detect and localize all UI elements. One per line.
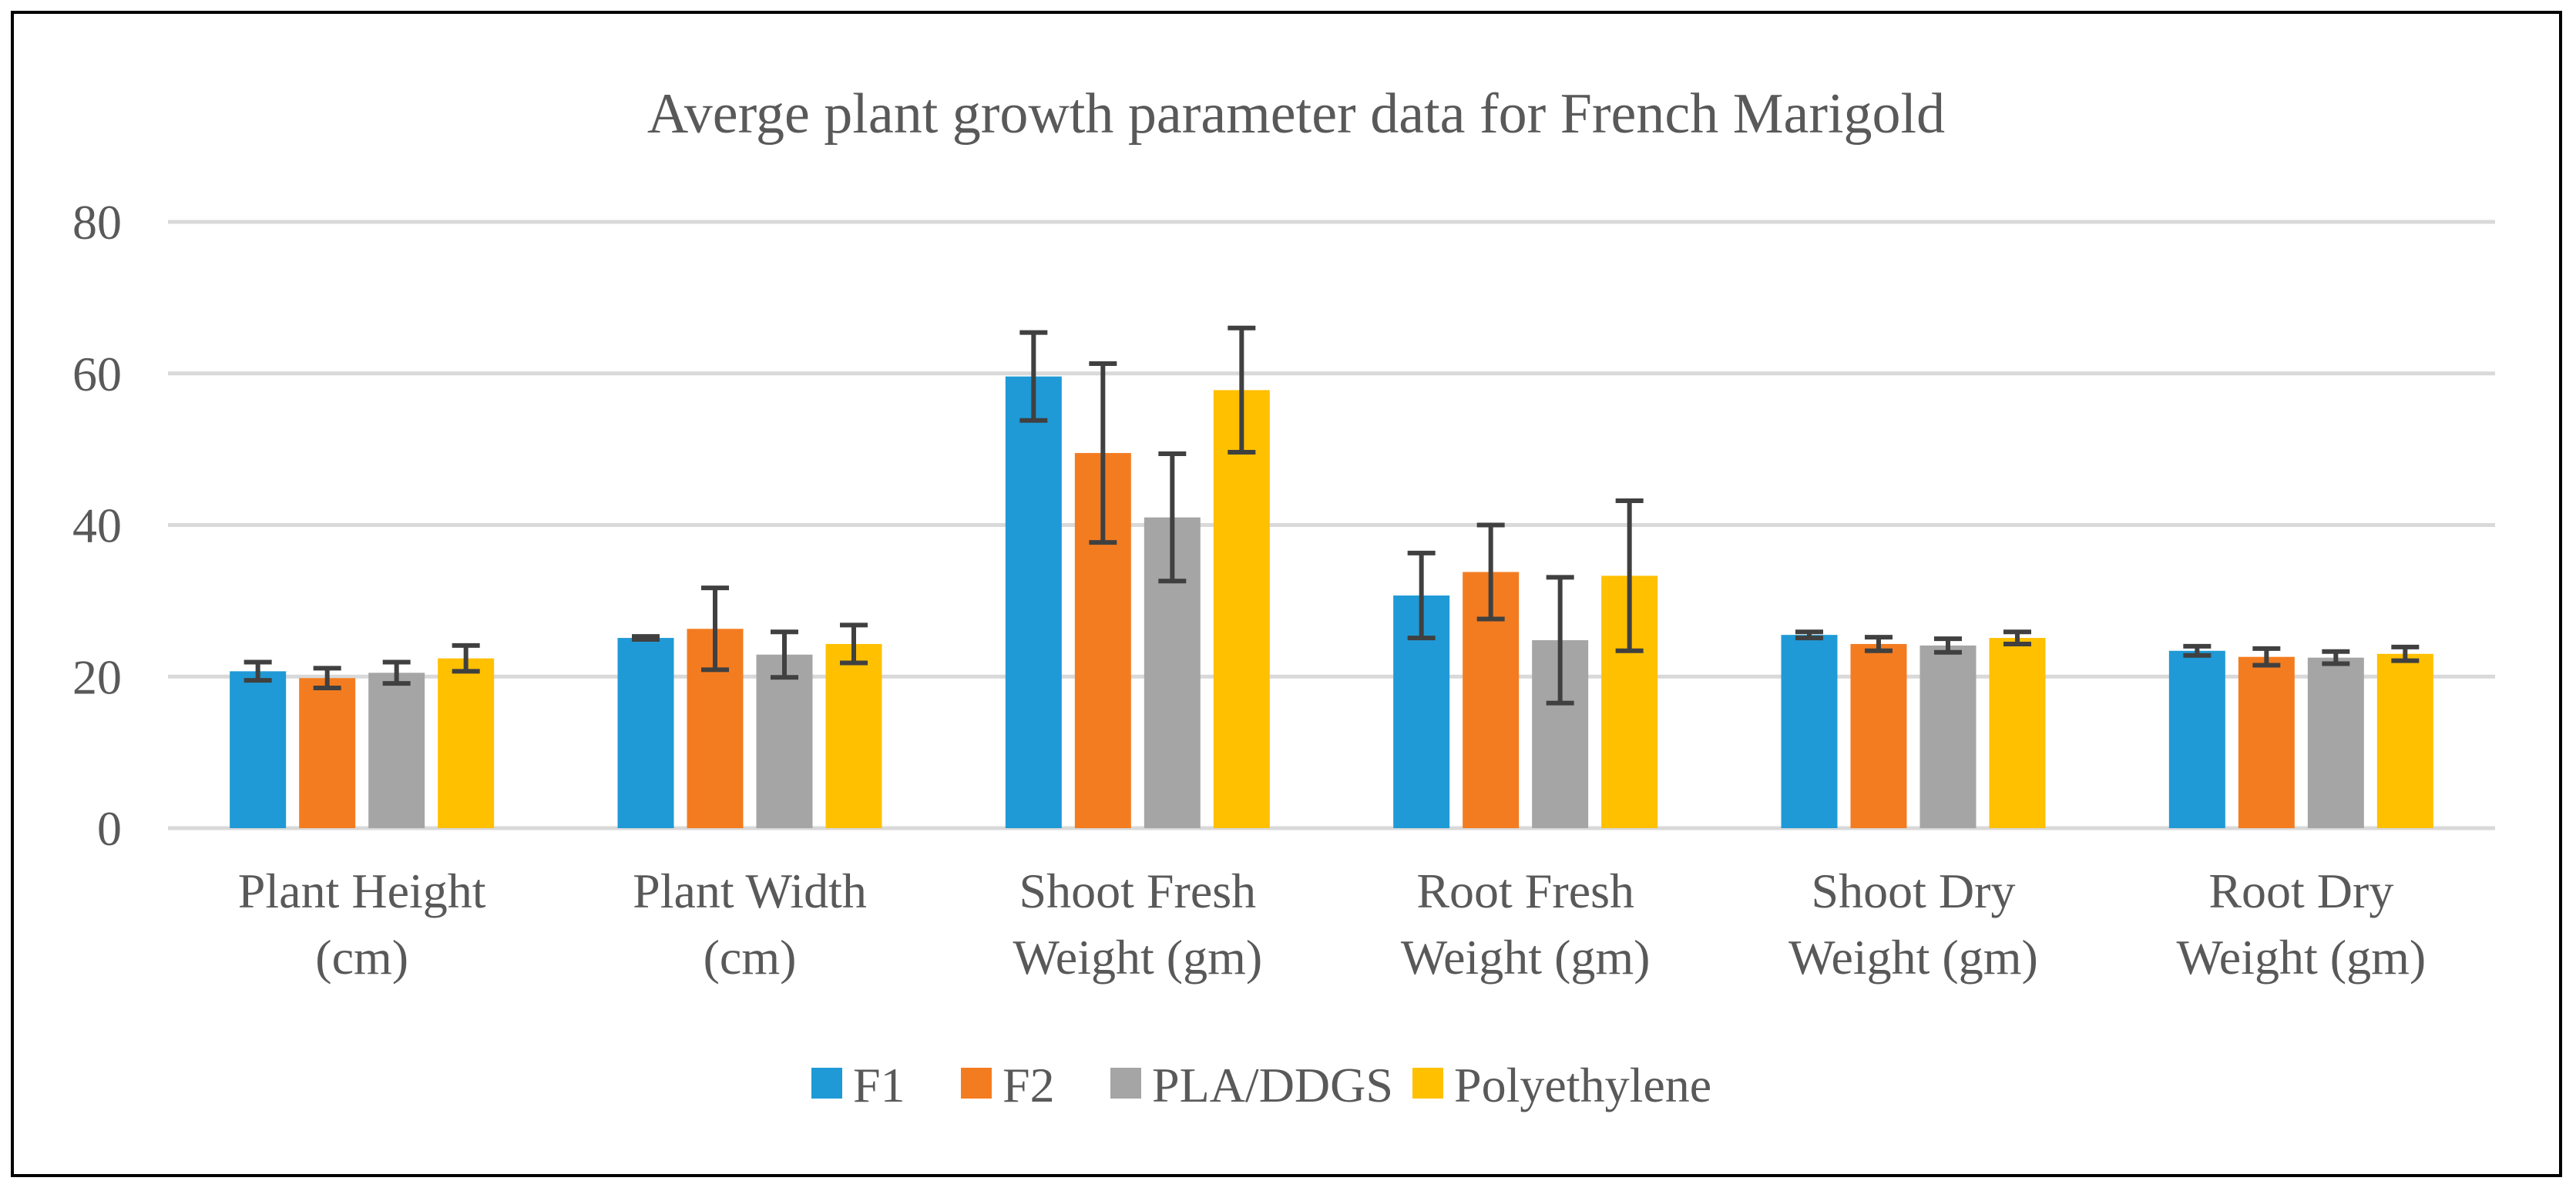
legend-swatch bbox=[961, 1068, 992, 1099]
bar-pla-ddgs-4 bbox=[1919, 645, 1977, 828]
error-bar-pla-ddgs-2 bbox=[1158, 451, 1187, 584]
error-bar-f2-4 bbox=[1865, 635, 1893, 653]
x-axis-category-labels: Plant Height (cm) Plant Width (cm) Shoot Fre… bbox=[238, 864, 2426, 985]
error-bar-polyethylene-5 bbox=[2391, 644, 2420, 663]
bar-f1-5 bbox=[2168, 650, 2225, 828]
x-category-label-1: Plant Width (cm) bbox=[633, 864, 867, 985]
error-bar-polyethylene-3 bbox=[1615, 498, 1644, 653]
bar-f1-4 bbox=[1781, 635, 1838, 828]
bar-polyethylene-0 bbox=[438, 658, 495, 828]
chart-frame: Averge plant growth parameter data for F… bbox=[11, 11, 2562, 1177]
bar-pla-ddgs-1 bbox=[756, 654, 813, 828]
error-bar-f1-2 bbox=[1019, 330, 1048, 423]
error-bar-polyethylene-4 bbox=[2003, 629, 2031, 646]
y-axis-tick-labels: 0 20 40 60 80 bbox=[72, 195, 122, 856]
bar-polyethylene-1 bbox=[825, 643, 882, 828]
bar-polyethylene-2 bbox=[1213, 390, 1270, 829]
chart-svg: Averge plant growth parameter data for F… bbox=[72, 82, 2495, 1112]
bar-f2-5 bbox=[2238, 656, 2295, 828]
legend-item-pla-ddgs: PLA/DDGS bbox=[1110, 1058, 1393, 1112]
error-bar-f2-2 bbox=[1089, 361, 1117, 545]
bar-polyethylene-4 bbox=[1989, 638, 2046, 828]
y-tick-label-60: 60 bbox=[72, 347, 122, 401]
legend-label: PLA/DDGS bbox=[1152, 1058, 1393, 1112]
x-category-label-3: Root Fresh Weight (gm) bbox=[1401, 864, 1651, 985]
error-bar-f1-3 bbox=[1407, 550, 1436, 641]
bar-pla-ddgs-0 bbox=[368, 673, 425, 828]
bar-pla-ddgs-5 bbox=[2307, 657, 2364, 828]
y-tick-label-20: 20 bbox=[72, 649, 122, 704]
error-bar-pla-ddgs-4 bbox=[1934, 636, 1962, 655]
error-bar-f1-5 bbox=[2183, 643, 2212, 658]
x-category-label-0: Plant Height (cm) bbox=[238, 864, 486, 985]
error-bar-polyethylene-2 bbox=[1228, 325, 1256, 455]
legend-label: Polyethylene bbox=[1454, 1058, 1711, 1112]
x-category-label-2: Shoot Fresh Weight (gm) bbox=[1013, 864, 1263, 985]
chart-title: Averge plant growth parameter data for F… bbox=[647, 82, 1945, 146]
error-bar-pla-ddgs-5 bbox=[2322, 649, 2350, 666]
legend-item-polyethylene: Polyethylene bbox=[1412, 1058, 1711, 1112]
error-bar-pla-ddgs-0 bbox=[382, 659, 411, 686]
legend-swatch bbox=[1412, 1068, 1443, 1099]
legend-swatch bbox=[1110, 1068, 1141, 1099]
legend-item-f2: F2 bbox=[961, 1058, 1055, 1112]
bar-f1-0 bbox=[230, 671, 287, 828]
legend-label: F2 bbox=[1003, 1058, 1055, 1112]
error-bar-f2-1 bbox=[701, 585, 729, 673]
error-bar-f2-0 bbox=[313, 666, 341, 691]
y-tick-label-0: 0 bbox=[97, 801, 122, 856]
error-bar-f2-5 bbox=[2252, 646, 2281, 668]
error-bar-polyethylene-1 bbox=[840, 622, 868, 666]
bar-f1-1 bbox=[617, 638, 674, 828]
error-bar-f2-3 bbox=[1476, 522, 1505, 622]
error-bar-f1-0 bbox=[243, 659, 272, 683]
y-tick-label-80: 80 bbox=[72, 195, 122, 250]
bar-f1-2 bbox=[1005, 376, 1062, 828]
legend: F1 F2 PLA/DDGS Polyethylene bbox=[811, 1058, 1711, 1112]
error-bar-pla-ddgs-1 bbox=[771, 629, 798, 680]
bars bbox=[230, 376, 2433, 829]
error-bar-f1-4 bbox=[1795, 629, 1823, 641]
error-bar-f1-1 bbox=[632, 634, 660, 642]
error-bars bbox=[243, 325, 2420, 706]
legend-item-f1: F1 bbox=[811, 1058, 905, 1112]
x-category-label-5: Root Dry Weight (gm) bbox=[2177, 864, 2427, 985]
y-tick-label-40: 40 bbox=[72, 498, 122, 553]
error-bar-polyethylene-0 bbox=[452, 642, 480, 674]
legend-label: F1 bbox=[853, 1058, 905, 1112]
bar-f2-0 bbox=[299, 678, 356, 828]
error-bar-pla-ddgs-3 bbox=[1546, 575, 1574, 706]
legend-swatch bbox=[811, 1068, 842, 1099]
bar-polyethylene-5 bbox=[2376, 653, 2433, 828]
x-category-label-4: Shoot Dry Weight (gm) bbox=[1788, 864, 2038, 985]
gridlines bbox=[168, 220, 2495, 830]
bar-f2-4 bbox=[1850, 643, 1907, 828]
